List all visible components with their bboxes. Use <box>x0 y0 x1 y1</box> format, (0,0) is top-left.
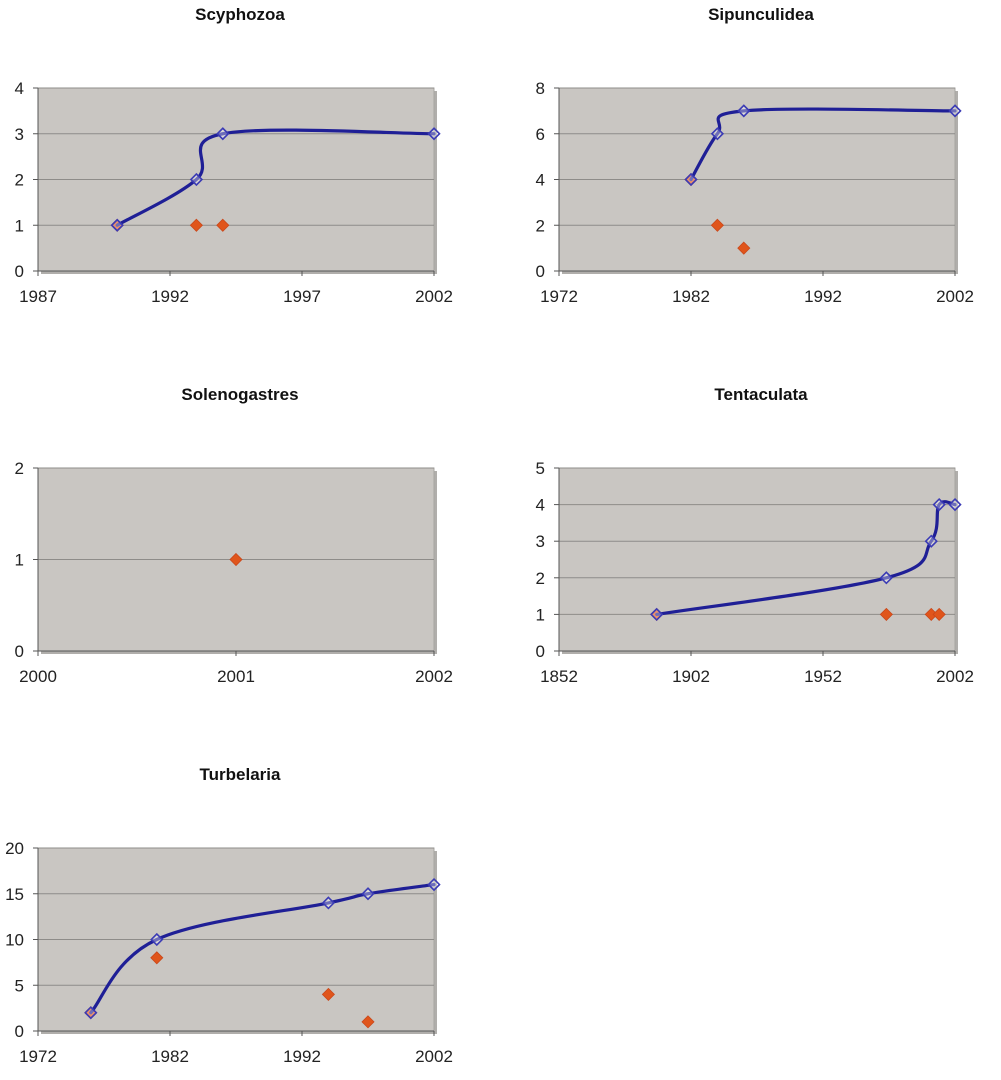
y-tick-label: 2 <box>15 171 24 190</box>
y-tick-label: 4 <box>536 496 545 515</box>
x-tick-label: 1852 <box>540 667 578 686</box>
point-marker <box>879 607 893 621</box>
chart-title: Tentaculata <box>714 385 808 404</box>
line-marker <box>948 497 962 512</box>
y-tick-label: 1 <box>536 605 545 624</box>
point-marker <box>932 607 946 621</box>
y-tick-label: 2 <box>536 569 545 588</box>
point-marker <box>321 987 335 1001</box>
line-marker <box>84 1006 98 1020</box>
line-marker <box>650 607 664 622</box>
y-tick-label: 4 <box>15 79 24 98</box>
x-tick-label: 2002 <box>936 287 974 306</box>
x-tick-label: 1992 <box>804 287 842 306</box>
line-marker <box>948 104 962 118</box>
x-tick-label: 1982 <box>151 1047 189 1066</box>
chart-title: Sipunculidea <box>708 5 814 24</box>
point-marker <box>361 1015 375 1029</box>
series-line <box>689 107 957 182</box>
line-marker <box>361 887 375 901</box>
chart-panel-turbelaria: Turbelaria 0 5 10 15 20 1972 1982 1992 2002 <box>0 760 480 1080</box>
point-marker <box>216 218 230 232</box>
line-marker <box>216 127 230 141</box>
chart-panel-tentaculata: Tentaculata 0 1 2 3 4 5 1852 1902 1952 2002 <box>521 380 1001 700</box>
y-tick-label: 2 <box>536 216 545 235</box>
y-tick-label: 6 <box>536 125 545 144</box>
chart-panel-scyphozoa: Scyphozoa 0 1 2 3 4 1987 1992 1997 2002 <box>0 0 480 320</box>
y-tick-label: 1 <box>15 551 24 570</box>
y-tick-label: 1 <box>15 216 24 235</box>
x-tick-label: 2000 <box>19 667 57 686</box>
point-marker <box>737 241 751 255</box>
x-tick-label: 1997 <box>283 287 321 306</box>
y-tick-label: 0 <box>536 642 545 661</box>
y-tick-label: 15 <box>5 885 24 904</box>
line-marker <box>189 172 204 187</box>
y-tick-label: 0 <box>536 262 545 281</box>
chart-title: Solenogastres <box>181 385 299 404</box>
x-tick-label: 1992 <box>151 287 189 306</box>
y-tick-label: 4 <box>536 171 545 190</box>
point-marker <box>229 552 243 567</box>
x-tick-label: 1987 <box>19 287 57 306</box>
y-tick-label: 3 <box>536 532 545 551</box>
series-line <box>89 883 436 1015</box>
x-tick-label: 2002 <box>415 1047 453 1066</box>
chart-svg: 0 1 2 2000 2001 2002 <box>15 459 453 686</box>
chart-svg: 0 1 2 3 4 5 1852 1902 1952 2002 <box>536 459 974 686</box>
x-tick-label: 1972 <box>540 287 578 306</box>
chart-panel-sipunculidea: Sipunculidea 0 2 4 6 8 1972 1982 1992 2002 <box>521 0 1001 320</box>
x-tick-label: 2002 <box>415 667 453 686</box>
chart-title: Scyphozoa <box>195 5 285 24</box>
y-tick-label: 8 <box>536 79 545 98</box>
y-tick-label: 2 <box>15 459 24 478</box>
chart-svg: 0 1 2 3 4 1987 1992 1997 2002 <box>15 79 453 306</box>
chart-title: Turbelaria <box>199 765 281 784</box>
line-marker <box>924 534 938 548</box>
line-marker <box>737 104 751 118</box>
line-marker <box>427 877 441 892</box>
y-tick-label: 0 <box>15 262 24 281</box>
x-tick-label: 2002 <box>936 667 974 686</box>
point-marker <box>710 218 724 232</box>
chart-svg: 0 2 4 6 8 1972 1982 1992 2002 <box>536 79 974 306</box>
line-marker <box>321 896 336 910</box>
series-line <box>655 500 957 616</box>
x-tick-label: 1982 <box>672 287 710 306</box>
line-marker <box>932 497 946 512</box>
x-tick-label: 1902 <box>672 667 710 686</box>
chart-panel-solenogastres: Solenogastres 0 1 2 2000 2001 2002 <box>0 380 480 700</box>
x-tick-label: 2002 <box>415 287 453 306</box>
y-tick-label: 20 <box>5 839 24 858</box>
plot-area <box>558 467 956 652</box>
y-tick-label: 0 <box>15 642 24 661</box>
x-tick-label: 2001 <box>217 667 255 686</box>
x-tick-label: 1952 <box>804 667 842 686</box>
y-tick-label: 10 <box>5 931 24 950</box>
line-marker <box>150 932 164 947</box>
point-marker <box>189 218 203 232</box>
y-tick-label: 3 <box>15 125 24 144</box>
y-tick-label: 0 <box>15 1022 24 1041</box>
line-marker <box>110 218 124 232</box>
chart-svg: 0 5 10 15 20 1972 1982 1992 2002 <box>5 839 453 1066</box>
y-tick-label: 5 <box>15 976 24 995</box>
line-marker <box>427 127 441 141</box>
y-tick-label: 5 <box>536 459 545 478</box>
series-line <box>115 128 436 227</box>
x-tick-label: 1972 <box>19 1047 57 1066</box>
line-marker <box>879 571 893 585</box>
line-marker <box>710 127 725 141</box>
point-marker <box>150 951 164 965</box>
line-marker <box>684 172 698 187</box>
x-tick-label: 1992 <box>283 1047 321 1066</box>
